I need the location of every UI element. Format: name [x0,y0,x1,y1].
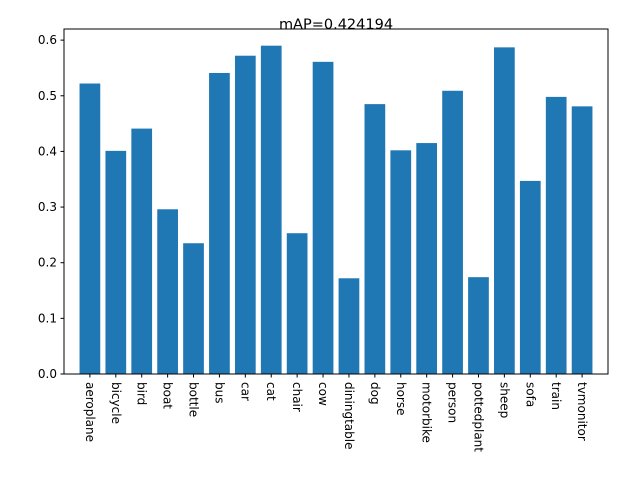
x-tick-label-diningtable: diningtable [342,382,356,450]
y-tick-label: 0.1 [38,311,57,325]
plot-frame [63,28,609,375]
bar-car [234,55,256,375]
bar-train [545,96,567,374]
bar-motorbike [416,143,438,374]
bar-bottle [183,243,204,374]
bar-cat [260,45,282,374]
bar-tvmonitor [571,106,593,374]
x-tick-label-sofa: sofa [523,382,537,407]
x-tick-label-aeroplane: aeroplane [83,382,97,442]
bar-boat [157,209,178,374]
x-tick-label-sheep: sheep [497,382,511,418]
x-tick-label-bird: bird [135,382,149,405]
x-tick-label-motorbike: motorbike [420,382,434,443]
y-tick-label: 0.3 [38,200,57,214]
chart-title: mAP=0.424194 [279,17,393,33]
bar-chair [286,233,308,374]
x-tick-label-bus: bus [212,382,226,403]
bar-pottedplant [468,277,489,374]
bar-bird [131,128,153,374]
x-tick-label-chair: chair [290,382,304,412]
y-axis: 0.0 0.1 0.2 0.3 0.4 0.5 0.6 [38,33,64,381]
bar-person [442,90,463,375]
bar-bicycle [105,150,127,374]
y-tick-label: 0.4 [38,144,57,158]
x-tick-label-horse: horse [394,382,408,416]
x-tick-label-boat: boat [161,382,175,409]
bar-sheep [494,47,515,375]
x-tick-label-car: car [238,382,252,401]
x-tick-label-dog: dog [368,382,382,405]
bar-sofa [519,180,541,374]
x-tick-label-person: person [446,382,460,423]
bars-group [79,45,593,375]
x-tick-label-bicycle: bicycle [109,382,123,424]
x-tick-label-tvmonitor: tvmonitor [575,382,589,441]
x-tick-label-train: train [549,382,563,410]
x-tick-label-pottedplant: pottedplant [471,382,485,452]
bar-diningtable [338,278,360,374]
bar-aeroplane [79,83,101,374]
bar-horse [390,150,412,374]
y-tick-label: 0.5 [38,89,57,103]
bar-dog [364,104,386,375]
bar-bus [209,72,230,375]
x-tick-label-bottle: bottle [187,382,201,417]
y-tick-label: 0.2 [38,256,57,270]
x-tick-label-cow: cow [316,382,330,406]
y-tick-label: 0.6 [38,33,57,47]
bar-cow [312,61,334,374]
x-axis: aeroplane bicycle bird boat bottle bus car cat c… [83,374,589,452]
x-tick-label-cat: cat [264,382,278,401]
y-tick-label: 0.0 [38,367,57,381]
